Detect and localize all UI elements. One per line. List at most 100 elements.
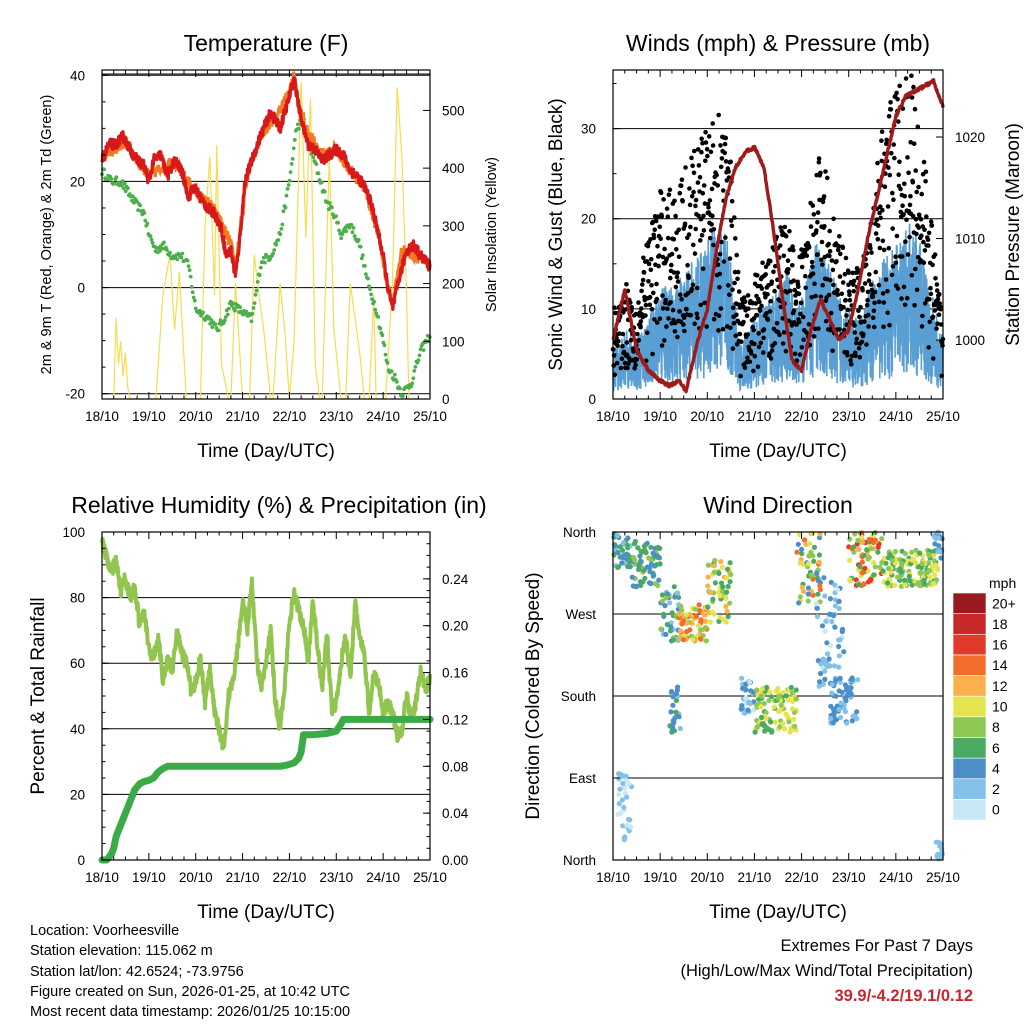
gust-point xyxy=(726,283,731,288)
direction-point xyxy=(695,623,702,629)
gust-point xyxy=(777,332,782,338)
gust-point xyxy=(662,246,667,252)
gust-point xyxy=(677,292,683,298)
direction-point xyxy=(815,578,821,584)
x-tick-label: 25/10 xyxy=(413,870,447,885)
gust-point xyxy=(767,309,773,314)
direction-point xyxy=(673,697,680,704)
gust-point xyxy=(793,299,799,305)
direction-point xyxy=(664,591,671,597)
gust-point xyxy=(860,288,865,293)
gust-point xyxy=(834,259,839,264)
direction-point xyxy=(651,572,657,579)
gust-point xyxy=(772,288,777,294)
gust-point xyxy=(673,284,679,290)
extremes-heading: Extremes For Past 7 Days xyxy=(780,937,973,955)
dewpoint-point xyxy=(251,306,256,310)
y-tick-label: South xyxy=(561,689,596,704)
direction-point xyxy=(827,643,834,649)
gust-point xyxy=(664,206,670,211)
direction-point xyxy=(677,628,684,634)
gust-point xyxy=(858,304,863,310)
dewpoint-point xyxy=(416,358,421,363)
direction-point xyxy=(875,544,881,550)
gust-point xyxy=(847,297,853,303)
direction-point xyxy=(767,689,773,695)
direction-point xyxy=(824,640,830,646)
gust-point xyxy=(727,256,733,261)
gust-point xyxy=(657,316,663,322)
direction-point xyxy=(936,543,942,549)
gust-point xyxy=(643,302,649,308)
direction-point xyxy=(769,729,775,735)
colorbar-swatch xyxy=(952,716,987,738)
gust-point xyxy=(774,321,780,326)
temperature-chart: Temperature (F) Time (Day/UTC) 18/10 19/10 2… xyxy=(39,30,500,462)
gust-point xyxy=(679,177,685,182)
gust-point xyxy=(934,288,940,293)
dewpoint-point xyxy=(337,228,341,233)
colorbar-swatch xyxy=(952,778,987,800)
direction-point xyxy=(710,596,716,602)
dewpoint-point xyxy=(276,238,281,242)
dewpoint-point xyxy=(411,376,416,381)
chart-title: Winds (mph) & Pressure (mb) xyxy=(626,30,930,56)
dewpoint-point xyxy=(383,352,388,357)
direction-point xyxy=(917,550,923,556)
direction-point xyxy=(921,577,927,584)
direction-point xyxy=(902,577,908,583)
direction-point xyxy=(626,781,632,787)
gust-point xyxy=(768,298,773,304)
direction-point xyxy=(656,577,662,583)
direction-point xyxy=(879,560,885,566)
direction-point xyxy=(792,723,798,729)
direction-point xyxy=(906,573,912,580)
y-tick-label: 0 xyxy=(77,853,85,868)
direction-point xyxy=(931,572,938,578)
direction-point xyxy=(881,555,887,561)
t9m-line xyxy=(100,71,432,306)
gust-point xyxy=(688,224,693,230)
dewpoint-point xyxy=(238,305,243,310)
gust-point xyxy=(927,296,932,302)
direction-point xyxy=(654,562,660,568)
colorbar-swatch xyxy=(952,757,987,780)
direction-point xyxy=(766,697,772,704)
direction-point xyxy=(788,726,794,732)
gust-point xyxy=(804,253,810,258)
gust-point xyxy=(676,227,682,233)
dewpoint-point xyxy=(394,380,399,384)
gust-point xyxy=(806,322,812,327)
gust-point xyxy=(811,212,817,217)
gust-point xyxy=(633,362,638,368)
gust-point xyxy=(889,150,894,156)
direction-point xyxy=(727,560,733,566)
gust-point xyxy=(655,243,660,249)
x-tick-label: 22/10 xyxy=(273,409,307,424)
direction-point xyxy=(663,595,669,601)
y-tick-label: -20 xyxy=(65,387,85,402)
direction-point xyxy=(752,729,758,735)
gust-point xyxy=(701,213,706,219)
gust-point xyxy=(624,340,630,345)
direction-point xyxy=(620,823,626,829)
gust-point xyxy=(908,140,913,145)
gust-point xyxy=(825,175,830,181)
direction-point xyxy=(624,551,630,557)
gust-point xyxy=(718,306,724,311)
gust-point xyxy=(703,130,708,135)
elevation-text: Station elevation: 115.062 m xyxy=(30,943,213,960)
direction-point xyxy=(919,561,925,567)
direction-point xyxy=(657,545,663,552)
gust-point xyxy=(720,326,726,332)
gust-point xyxy=(689,194,695,199)
direction-point xyxy=(833,677,839,683)
direction-point xyxy=(723,603,729,609)
gust-point xyxy=(660,293,665,298)
gust-point xyxy=(781,330,787,335)
gust-point xyxy=(756,331,761,336)
gust-point xyxy=(901,212,906,217)
direction-point xyxy=(796,600,802,606)
direction-point xyxy=(835,587,841,593)
direction-point xyxy=(926,551,932,558)
